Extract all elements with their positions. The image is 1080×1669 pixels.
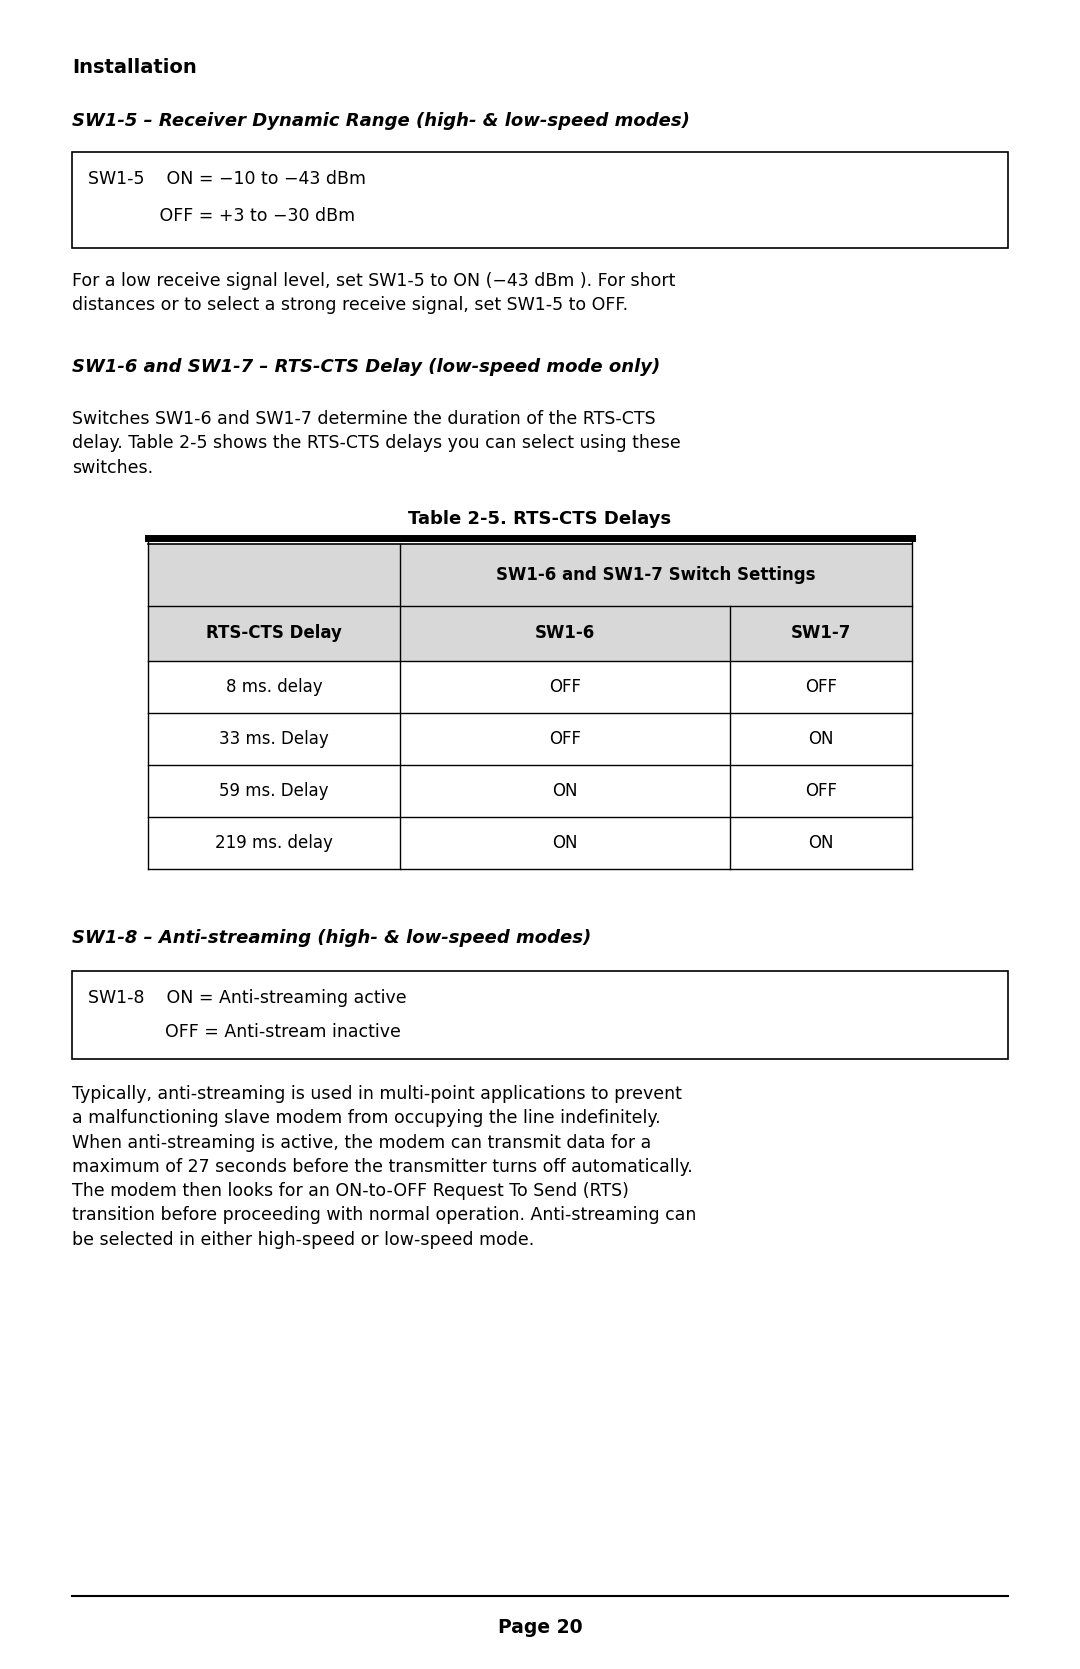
Text: OFF: OFF bbox=[805, 783, 837, 799]
Text: SW1-5 – Receiver Dynamic Range (high- & low-speed modes): SW1-5 – Receiver Dynamic Range (high- & … bbox=[72, 112, 690, 130]
Text: Typically, anti-streaming is used in multi-point applications to prevent
a malfu: Typically, anti-streaming is used in mul… bbox=[72, 1085, 697, 1248]
Text: OFF: OFF bbox=[549, 729, 581, 748]
Text: ON: ON bbox=[808, 729, 834, 748]
Text: SW1-6 and SW1-7 – RTS-CTS Delay (low-speed mode only): SW1-6 and SW1-7 – RTS-CTS Delay (low-spe… bbox=[72, 357, 660, 376]
Bar bbox=[148, 544, 400, 606]
Text: SW1-6 and SW1-7 Switch Settings: SW1-6 and SW1-7 Switch Settings bbox=[496, 566, 815, 584]
Text: OFF = Anti-stream inactive: OFF = Anti-stream inactive bbox=[87, 1023, 401, 1041]
Text: OFF: OFF bbox=[805, 678, 837, 696]
Text: 33 ms. Delay: 33 ms. Delay bbox=[219, 729, 329, 748]
Text: Table 2-5. RTS-CTS Delays: Table 2-5. RTS-CTS Delays bbox=[408, 511, 672, 527]
Text: Page 20: Page 20 bbox=[498, 1617, 582, 1637]
Text: SW1-8    ON = Anti-streaming active: SW1-8 ON = Anti-streaming active bbox=[87, 990, 407, 1006]
Text: ON: ON bbox=[808, 834, 834, 851]
Text: RTS-CTS Delay: RTS-CTS Delay bbox=[206, 624, 342, 643]
Bar bbox=[400, 544, 912, 606]
Text: Switches SW1-6 and SW1-7 determine the duration of the RTS-CTS
delay. Table 2-5 : Switches SW1-6 and SW1-7 determine the d… bbox=[72, 411, 680, 477]
Bar bbox=[72, 971, 1008, 1060]
Text: SW1-5    ON = −10 to −43 dBm: SW1-5 ON = −10 to −43 dBm bbox=[87, 170, 366, 189]
Bar bbox=[72, 152, 1008, 249]
Text: SW1-8 – Anti-streaming (high- & low-speed modes): SW1-8 – Anti-streaming (high- & low-spee… bbox=[72, 930, 591, 946]
Text: Installation: Installation bbox=[72, 58, 197, 77]
Bar bbox=[148, 606, 400, 661]
Text: 219 ms. delay: 219 ms. delay bbox=[215, 834, 333, 851]
Text: For a low receive signal level, set SW1-5 to ON (−43 dBm ). For short
distances : For a low receive signal level, set SW1-… bbox=[72, 272, 675, 314]
Text: 8 ms. delay: 8 ms. delay bbox=[226, 678, 322, 696]
Bar bbox=[400, 606, 912, 661]
Text: ON: ON bbox=[552, 834, 578, 851]
Text: 59 ms. Delay: 59 ms. Delay bbox=[219, 783, 328, 799]
Text: OFF = +3 to −30 dBm: OFF = +3 to −30 dBm bbox=[87, 207, 355, 225]
Text: OFF: OFF bbox=[549, 678, 581, 696]
Text: ON: ON bbox=[552, 783, 578, 799]
Text: SW1-7: SW1-7 bbox=[791, 624, 851, 643]
Text: SW1-6: SW1-6 bbox=[535, 624, 595, 643]
